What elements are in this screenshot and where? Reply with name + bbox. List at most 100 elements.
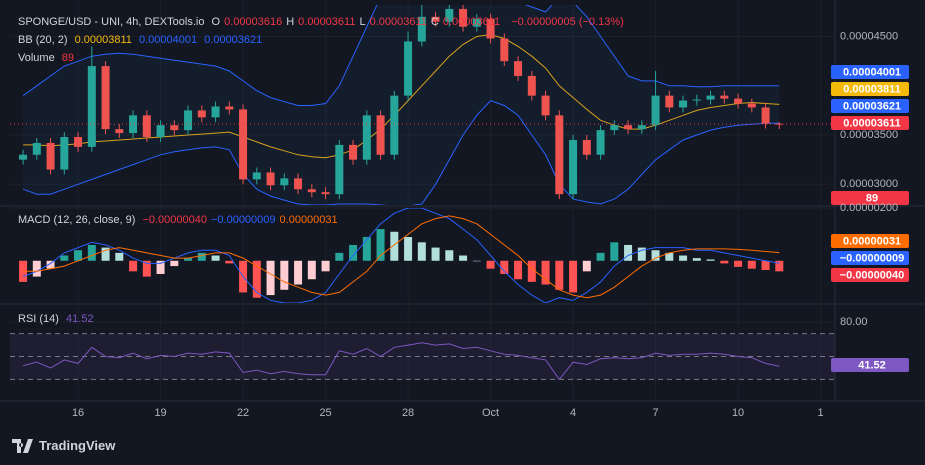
x-tick-label: 4 xyxy=(570,407,576,419)
histogram-bar xyxy=(747,260,756,269)
candle-body xyxy=(527,75,536,96)
bb-line xyxy=(22,100,780,205)
histogram-bar xyxy=(417,242,426,261)
candle-body xyxy=(747,103,756,108)
macd-legend-value: −0.00000040 xyxy=(142,214,207,226)
histogram-bar xyxy=(129,260,138,272)
ohlc-key: H xyxy=(286,16,295,28)
histogram-bar xyxy=(87,244,96,261)
histogram-bar xyxy=(569,260,578,293)
price-badge xyxy=(831,116,909,130)
histogram-bar xyxy=(679,255,688,261)
candle-body xyxy=(610,125,619,131)
histogram-bar xyxy=(294,260,303,285)
candle-body xyxy=(184,110,193,131)
histogram-bar xyxy=(74,250,83,261)
histogram-bar xyxy=(734,260,743,267)
histogram-bar xyxy=(46,260,55,269)
histogram-bar xyxy=(624,244,633,261)
histogram-bar xyxy=(541,260,550,285)
macd-title: MACD (12, 26, close, 9) xyxy=(18,214,136,226)
histogram-bar xyxy=(706,259,715,261)
candle-body xyxy=(624,125,633,130)
bb-upper: 0.00004001 xyxy=(138,34,198,46)
histogram-bar xyxy=(472,260,481,262)
ohlc-value: 0.00003611 xyxy=(298,16,356,28)
ohlc-key: O xyxy=(211,16,221,28)
macd-legend: MACD (12, 26, close, 9) −0.00000040 −0.00… xyxy=(18,214,342,226)
candle-body xyxy=(486,18,495,39)
bb-basis: 0.00003811 xyxy=(74,34,132,46)
ohlc-value: 0.00003611 xyxy=(369,16,427,28)
histogram-bar xyxy=(225,260,234,264)
change: −0.00000005 (−0.13%) xyxy=(511,16,624,28)
candle-body xyxy=(129,115,138,134)
histogram-bar xyxy=(101,247,110,261)
price-badge-label: 0.00000031 xyxy=(843,235,901,247)
histogram-bar xyxy=(514,260,523,280)
rsi-title: RSI (14) xyxy=(18,313,59,325)
price-badge xyxy=(831,358,909,372)
x-tick-label: Oct xyxy=(482,407,499,419)
y-tick-label: 0.00003000 xyxy=(840,178,898,190)
ohlc-value: 0.00003616 xyxy=(224,16,283,28)
candle-body xyxy=(307,189,316,193)
macd-legend-value: 0.00000031 xyxy=(279,214,338,226)
candle-body xyxy=(362,115,371,160)
candle-body xyxy=(46,142,55,170)
candle-body xyxy=(720,95,729,99)
histogram-bar xyxy=(321,260,330,272)
candle-body xyxy=(706,95,715,100)
x-tick-label: 16 xyxy=(72,407,84,419)
candle-body xyxy=(651,95,660,126)
symbol-title: SPONGE/USD - UNI, 4h, DEXTools.io xyxy=(18,16,205,28)
histogram-bar xyxy=(376,229,385,261)
price-badge-label: −0.00000040 xyxy=(840,269,905,281)
histogram-bar xyxy=(486,260,495,269)
histogram-bar xyxy=(582,260,591,272)
histogram-bar xyxy=(211,255,220,261)
candle-body xyxy=(555,115,564,195)
histogram-bar xyxy=(252,260,261,298)
macd-line xyxy=(22,208,780,303)
histogram-bar xyxy=(307,260,316,280)
bb-band xyxy=(23,5,780,205)
candle-body xyxy=(665,95,674,108)
histogram-bar xyxy=(761,260,770,271)
candle-body xyxy=(142,115,151,138)
candle-body xyxy=(32,142,41,155)
logo-icon xyxy=(12,438,33,453)
histogram-bar xyxy=(335,252,344,261)
candle-body xyxy=(294,178,303,190)
bb-legend: BB (20, 2) 0.00003811 0.00004001 0.00003… xyxy=(18,34,266,46)
candle-body xyxy=(445,8,454,22)
x-tick-label: 7 xyxy=(653,407,659,419)
y-tick-label: 0.00004500 xyxy=(840,30,898,42)
price-badge-label: −0.00000009 xyxy=(840,252,905,264)
candle-body xyxy=(472,18,481,27)
histogram-bar xyxy=(775,260,784,272)
histogram-bar xyxy=(266,260,275,296)
candle-body xyxy=(280,178,289,186)
y-tick-label: 0.00000200 xyxy=(840,202,898,214)
price-pane xyxy=(19,5,784,205)
histogram-bar xyxy=(280,260,289,290)
macd-legend-value: −0.00000009 xyxy=(210,214,276,226)
histogram-bar xyxy=(60,255,69,261)
candle-body xyxy=(500,38,509,62)
histogram-bar xyxy=(720,260,729,264)
histogram-bar xyxy=(527,260,536,282)
candle-body xyxy=(376,115,385,155)
logo: TradingView xyxy=(12,438,115,453)
candle-body xyxy=(170,125,179,131)
price-badge xyxy=(831,99,909,113)
histogram-bar xyxy=(637,247,646,261)
candle-body xyxy=(156,125,165,138)
candle-body xyxy=(596,130,605,155)
histogram-bar xyxy=(500,260,509,274)
candle-body xyxy=(252,172,261,180)
candle-body xyxy=(692,99,701,101)
x-tick-label: 28 xyxy=(402,407,414,419)
